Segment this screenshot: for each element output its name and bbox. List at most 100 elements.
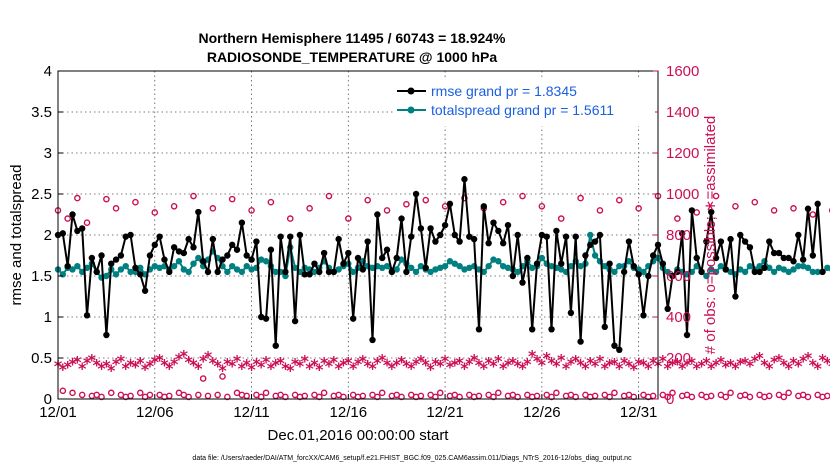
obs-assimilated-point: *	[625, 357, 634, 376]
obs-assimilated-point: *	[175, 350, 184, 369]
rmse-point	[746, 244, 754, 251]
rmse-point	[59, 230, 67, 237]
rmse-point	[412, 190, 420, 198]
spread-point	[185, 268, 192, 276]
obs-assimilated-point: *	[136, 354, 145, 373]
spread-point	[74, 262, 81, 270]
rmse-point	[466, 233, 473, 240]
obs-assimilated-point: *	[180, 346, 189, 365]
rmse-point	[349, 315, 357, 322]
obs-assimilated-point: *	[446, 358, 455, 377]
rmse-point	[78, 225, 86, 232]
obs-assimilated-point: *	[707, 359, 716, 378]
rmse-point	[732, 293, 739, 300]
obs-possible-point	[98, 393, 105, 401]
rmse-point	[722, 266, 729, 273]
obs-assimilated-point: *	[243, 356, 252, 375]
obs-assimilated-point: *	[451, 356, 460, 375]
obs-assimilated-point: *	[683, 356, 692, 375]
spread-point	[770, 268, 778, 276]
spread-point	[485, 262, 492, 270]
obs-assimilated-point: *	[659, 352, 668, 371]
rmse-point	[635, 271, 642, 278]
rmse-point	[262, 315, 270, 322]
obs-possible-point	[712, 192, 720, 200]
obs-possible-point	[635, 205, 642, 212]
spread-point	[616, 262, 623, 270]
rmse-point	[741, 238, 749, 245]
x-axis-ticks: 12/01 12/06 12/11 12/16 12/21 12/26 12/31	[39, 394, 657, 421]
obs-possible-point	[378, 389, 386, 397]
spread-point	[190, 260, 197, 267]
rmse-point	[572, 233, 579, 240]
rmse-point	[166, 268, 173, 276]
obs-assimilated-point: *	[325, 357, 334, 376]
obs-assimilated-point: *	[794, 357, 803, 376]
rmse-point	[470, 235, 478, 243]
obs-assimilated-point: *	[59, 360, 68, 379]
rmse-point	[83, 312, 91, 319]
obs-possible-point	[441, 202, 449, 210]
legend-spread-marker	[407, 106, 415, 114]
rmse-point	[674, 268, 681, 276]
rmse-point	[408, 233, 415, 240]
spread-point	[799, 262, 807, 270]
rmse-point	[224, 252, 231, 259]
spread-point	[717, 262, 725, 270]
obs-assimilated-point: *	[615, 359, 624, 378]
obs-possible-point	[248, 207, 255, 214]
spread-point	[756, 262, 763, 270]
obs-possible-point	[553, 389, 560, 397]
obs-assimilated-point: *	[663, 359, 672, 378]
spread-point	[272, 268, 279, 276]
obs-possible-point	[490, 393, 497, 401]
obs-assimilated-point: *	[93, 356, 102, 375]
obs-possible-point	[674, 215, 681, 222]
obs-assimilated-point: *	[301, 352, 310, 371]
spread-point	[466, 264, 473, 271]
rmse-point	[291, 317, 299, 325]
rmse-point	[175, 248, 183, 255]
obs-possible-point	[59, 387, 67, 395]
rmse-point	[538, 231, 546, 239]
obs-assimilated-point: *	[117, 352, 126, 371]
obs-possible-point	[107, 389, 115, 397]
obs-assimilated-point: *	[155, 351, 164, 370]
obs-assimilated-point: *	[310, 356, 319, 375]
obs-possible-point	[74, 194, 81, 202]
obs-assimilated-point: *	[407, 359, 416, 378]
rmse-point	[93, 268, 100, 276]
obs-possible-point	[785, 389, 792, 397]
obs-assimilated-point: *	[630, 360, 639, 379]
rmse-point	[795, 231, 802, 239]
spread-point	[814, 268, 821, 276]
rmse-point	[596, 231, 604, 239]
obs-assimilated-point: *	[344, 354, 353, 373]
spread-point	[412, 268, 420, 276]
spread-point	[228, 262, 236, 270]
rmse-point	[330, 268, 338, 276]
obs-assimilated-point: *	[276, 354, 285, 373]
obs-assimilated-point: *	[247, 360, 256, 379]
rmse-point	[645, 272, 652, 280]
obs-possible-point	[267, 198, 275, 206]
rmse-point	[364, 238, 371, 245]
rmse-point	[258, 313, 265, 321]
spread-point	[180, 266, 188, 273]
obs-assimilated-point: *	[780, 356, 789, 375]
obs-assimilated-point: *	[751, 352, 760, 371]
obs-assimilated-point: *	[88, 351, 97, 370]
obs-assimilated-point: *	[712, 356, 721, 375]
spread-point	[538, 254, 546, 262]
obs-possible-point	[185, 393, 192, 401]
rmse-point	[775, 249, 783, 257]
obs-assimilated-point: *	[804, 349, 813, 368]
spread-point	[393, 266, 400, 273]
obs-possible-point	[606, 393, 613, 401]
obs-assimilated-point: *	[359, 352, 368, 371]
obs-assimilated-point: *	[436, 357, 445, 376]
obs-possible-point	[732, 202, 739, 210]
spread-point	[291, 264, 299, 271]
obs-assimilated-point: *	[765, 359, 774, 378]
obs-assimilated-point: *	[209, 354, 218, 373]
